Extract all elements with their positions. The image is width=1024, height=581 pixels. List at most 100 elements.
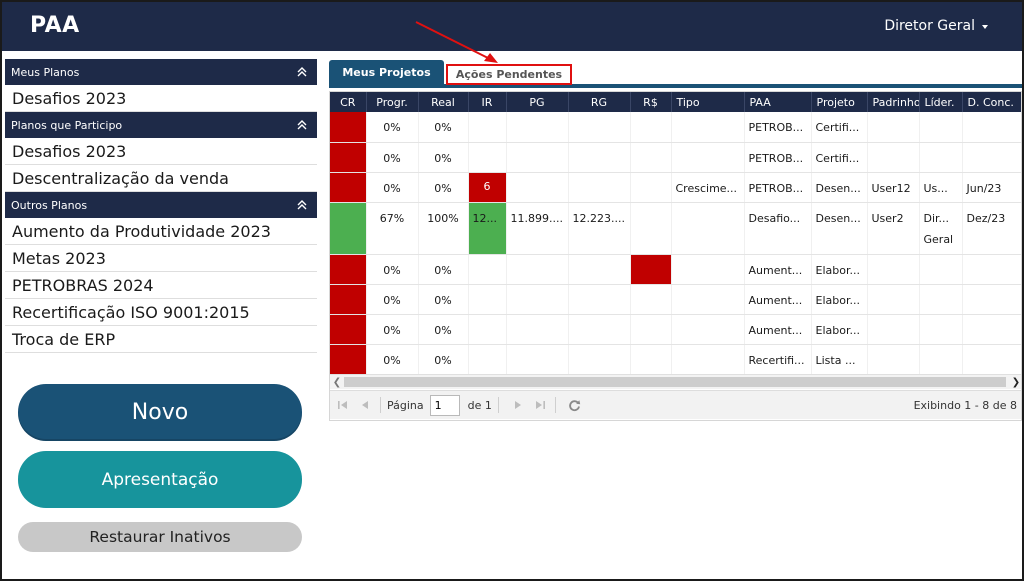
prev-page-icon[interactable] [356, 396, 374, 414]
ir-cell [468, 254, 507, 285]
projects-grid: CR Progr. Real IR PG RG R$ Tipo PAA Proj… [329, 91, 1022, 421]
column-header-paa[interactable]: PAA [744, 92, 812, 112]
next-page-icon[interactable] [509, 396, 527, 414]
plan-item[interactable]: Troca de ERP [5, 326, 317, 353]
ir-cell: 6 [468, 172, 507, 203]
padrinho-cell [867, 344, 920, 375]
table-row[interactable]: 0% 0% Aument... Elabor... [330, 254, 1021, 285]
cr-status-cell [330, 172, 367, 203]
double-chevron-up-icon[interactable] [297, 120, 307, 130]
column-header-rg[interactable]: RG [568, 92, 631, 112]
page-number-input[interactable] [429, 394, 460, 416]
rs-cell [630, 344, 672, 375]
dconc-cell [962, 284, 1021, 315]
last-page-icon[interactable] [531, 396, 549, 414]
table-row[interactable]: 67% 100% 12... 11.899.... 12.223.... Des… [330, 202, 1021, 255]
ir-cell [468, 314, 507, 345]
column-header-pg[interactable]: PG [506, 92, 569, 112]
table-row[interactable]: 0% 0% Aument... Elabor... [330, 284, 1021, 315]
tipo-cell [671, 112, 745, 143]
progr-cell: 67% [366, 202, 419, 255]
table-row[interactable]: 0% 0% Aument... Elabor... [330, 314, 1021, 345]
real-cell: 0% [418, 284, 469, 315]
scroll-left-icon[interactable]: ❮ [332, 377, 342, 388]
lider-cell: Dir... Geral [919, 202, 963, 255]
progr-cell: 0% [366, 314, 419, 345]
dconc-cell [962, 112, 1021, 143]
plan-item[interactable]: Metas 2023 [5, 245, 317, 272]
padrinho-cell [867, 112, 920, 143]
real-cell: 0% [418, 172, 469, 203]
refresh-icon[interactable] [566, 396, 584, 414]
projeto-cell: Certifi... [811, 142, 868, 173]
pg-cell [506, 254, 569, 285]
real-cell: 100% [418, 202, 469, 255]
rg-cell [568, 172, 631, 203]
dconc-cell [962, 142, 1021, 173]
pg-cell [506, 314, 569, 345]
section-header-planos-que-participo[interactable]: Planos que Participo [5, 112, 317, 138]
progr-cell: 0% [366, 284, 419, 315]
column-header-real[interactable]: Real [418, 92, 469, 112]
pg-cell [506, 142, 569, 173]
dconc-cell: Dez/23 [962, 202, 1021, 255]
sidebar: Meus Planos Desafios 2023 Planos que Par… [5, 59, 317, 353]
horizontal-scrollbar[interactable]: ❮ ❯ [330, 374, 1021, 389]
user-menu[interactable]: Diretor Geral [884, 18, 988, 34]
pg-cell [506, 112, 569, 143]
projeto-cell: Certifi... [811, 112, 868, 143]
apresentacao-button[interactable]: Apresentação [18, 451, 302, 508]
section-header-meus-planos[interactable]: Meus Planos [5, 59, 317, 85]
rg-cell [568, 314, 631, 345]
projeto-cell: Desen... [811, 172, 868, 203]
pg-cell [506, 172, 569, 203]
top-bar: PAA Diretor Geral [2, 2, 1022, 51]
rg-cell [568, 344, 631, 375]
double-chevron-up-icon[interactable] [297, 200, 307, 210]
plan-item[interactable]: Recertificação ISO 9001:2015 [5, 299, 317, 326]
tab-acoes-pendentes[interactable]: Ações Pendentes [446, 64, 572, 85]
table-row[interactable]: 0% 0% 6 Crescime... PETROB... Desen... U… [330, 172, 1021, 203]
column-header-progr[interactable]: Progr. [366, 92, 419, 112]
tab-meus-projetos[interactable]: Meus Projetos [329, 60, 444, 84]
column-header-padrinho[interactable]: Padrinho [867, 92, 920, 112]
rg-cell [568, 112, 631, 143]
cr-status-cell [330, 202, 367, 255]
double-chevron-up-icon[interactable] [297, 67, 307, 77]
ir-cell [468, 344, 507, 375]
column-header-rs[interactable]: R$ [630, 92, 672, 112]
column-header-lider[interactable]: Líder. [919, 92, 963, 112]
dconc-cell [962, 344, 1021, 375]
section-header-outros-planos[interactable]: Outros Planos [5, 192, 317, 218]
scroll-right-icon[interactable]: ❯ [1011, 377, 1021, 388]
column-header-projeto[interactable]: Projeto [811, 92, 868, 112]
projeto-cell: Desen... [811, 202, 868, 255]
cr-status-cell [330, 142, 367, 173]
plan-item[interactable]: Desafios 2023 [5, 85, 317, 112]
plan-item[interactable]: Descentralização da venda [5, 165, 317, 192]
column-header-dconc[interactable]: D. Conc. [962, 92, 1021, 112]
column-header-cr[interactable]: CR [330, 92, 367, 112]
restaurar-inativos-button[interactable]: Restaurar Inativos [18, 522, 302, 552]
column-header-tipo[interactable]: Tipo [671, 92, 745, 112]
scrollbar-thumb[interactable] [344, 377, 1006, 387]
paa-cell: PETROB... [744, 142, 812, 173]
first-page-icon[interactable] [334, 396, 352, 414]
table-row[interactable]: 0% 0% PETROB... Certifi... [330, 112, 1021, 143]
section-title: Meus Planos [11, 65, 80, 79]
rs-status-cell [630, 254, 672, 285]
lider-cell [919, 344, 963, 375]
table-row[interactable]: 0% 0% Recertifi... Lista ... [330, 344, 1021, 375]
tipo-cell [671, 314, 745, 345]
plan-item[interactable]: Desafios 2023 [5, 138, 317, 165]
tipo-cell [671, 202, 745, 255]
rs-cell [630, 202, 672, 255]
pager: Página de 1 Exibindo 1 - 8 de 8 [330, 390, 1021, 419]
rg-cell [568, 284, 631, 315]
plan-item[interactable]: PETROBRAS 2024 [5, 272, 317, 299]
column-header-ir[interactable]: IR [468, 92, 507, 112]
rg-cell: 12.223.... [568, 202, 631, 255]
plan-item[interactable]: Aumento da Produtividade 2023 [5, 218, 317, 245]
table-row[interactable]: 0% 0% PETROB... Certifi... [330, 142, 1021, 173]
novo-button[interactable]: Novo [18, 384, 302, 441]
